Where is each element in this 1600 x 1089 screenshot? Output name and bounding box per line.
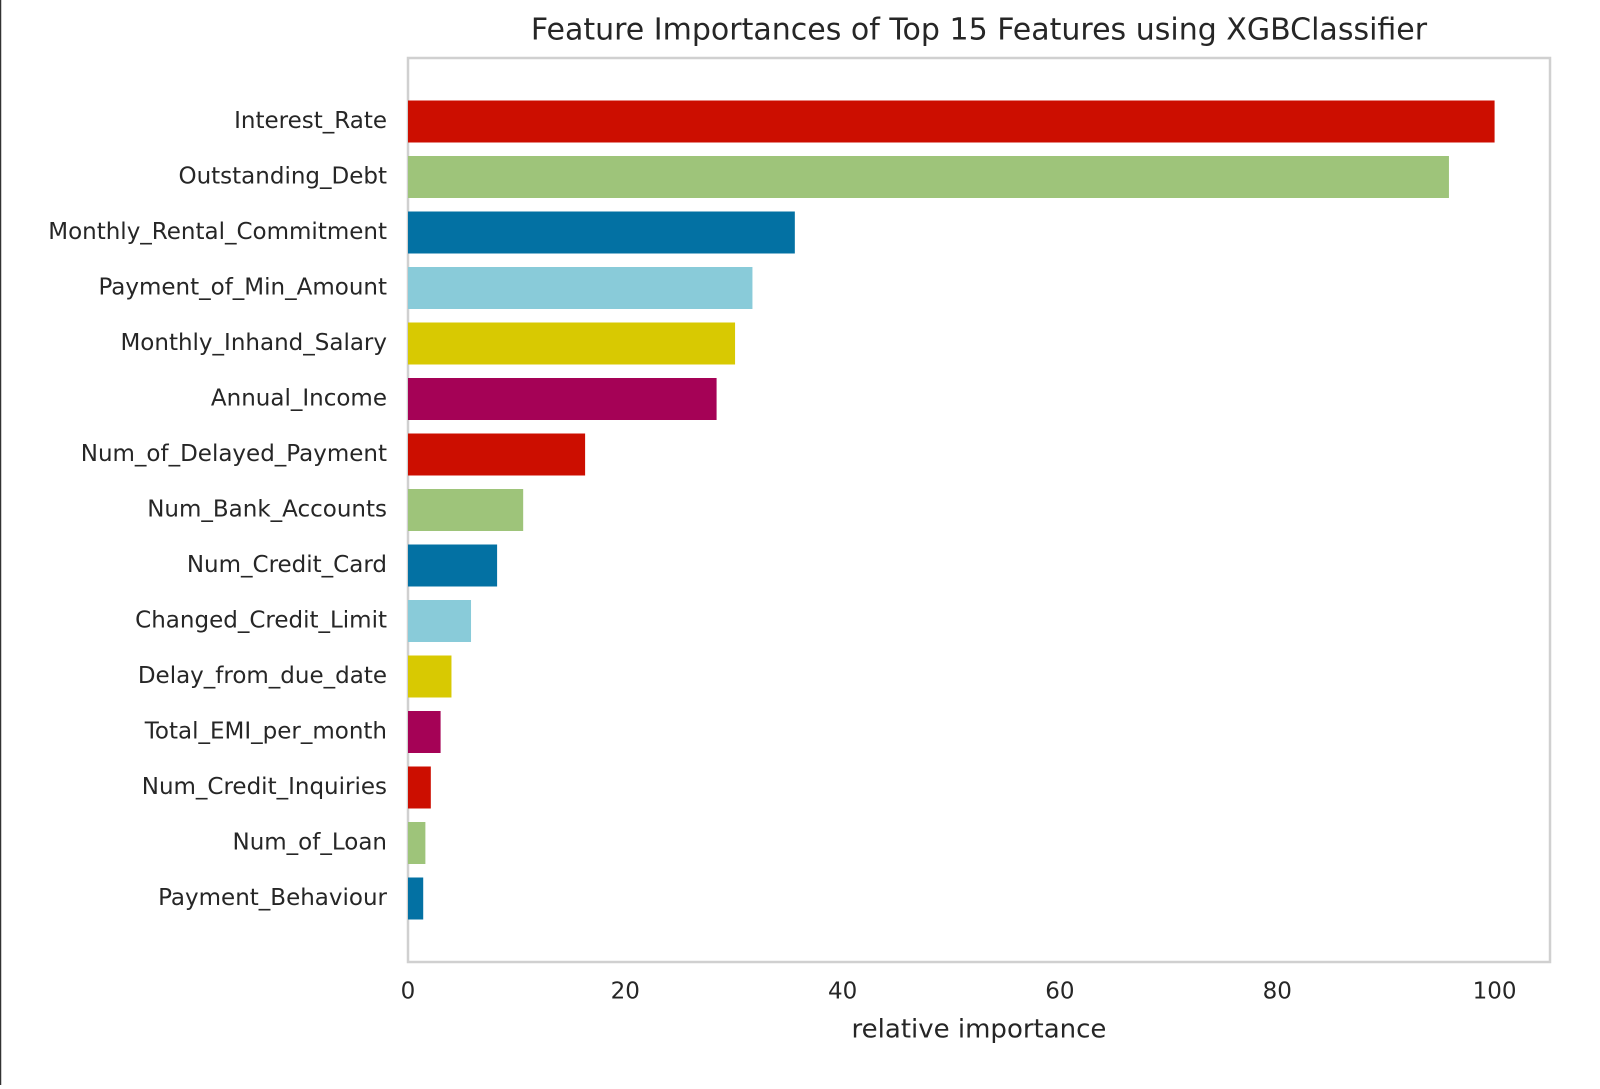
- y-tick-label: Num_Credit_Inquiries: [142, 774, 387, 800]
- plot-frame: [406, 56, 1552, 964]
- y-tick-label: Num_Credit_Card: [187, 552, 387, 578]
- x-tick-label: 60: [1045, 979, 1074, 1005]
- x-tick-label: 0: [401, 979, 416, 1005]
- bar: [408, 378, 717, 420]
- bar: [408, 433, 586, 476]
- x-tick-label: 40: [828, 979, 857, 1005]
- bar: [408, 267, 753, 309]
- bar: [408, 322, 736, 365]
- x-axis-label: relative importance: [852, 1015, 1107, 1045]
- bar: [408, 211, 795, 254]
- y-tick-label: Payment_of_Min_Amount: [98, 275, 387, 301]
- y-tick-label: Monthly_Rental_Commitment: [48, 219, 387, 245]
- chart-title: Feature Importances of Top 15 Features u…: [531, 13, 1428, 48]
- y-tick-label: Num_of_Loan: [232, 830, 387, 856]
- bar: [408, 655, 452, 698]
- y-tick-label: Changed_Credit_Limit: [135, 608, 387, 634]
- y-tick-label: Annual_Income: [211, 386, 387, 412]
- y-tick-label: Total_EMI_per_month: [144, 719, 387, 745]
- bar: [408, 877, 424, 920]
- bar: [408, 100, 1495, 143]
- bar: [408, 489, 524, 531]
- bar: [408, 156, 1449, 198]
- y-tick-label: Num_of_Delayed_Payment: [81, 441, 387, 467]
- x-tick-label: 80: [1263, 979, 1292, 1005]
- bar: [408, 544, 498, 587]
- y-tick-label: Interest_Rate: [234, 108, 387, 134]
- y-tick-label: Payment_Behaviour: [158, 885, 387, 911]
- bar: [408, 711, 441, 753]
- y-tick-label: Num_Bank_Accounts: [147, 497, 387, 523]
- y-tick-label: Delay_from_due_date: [138, 663, 387, 689]
- y-tick-label: Monthly_Inhand_Salary: [120, 330, 387, 356]
- bar: [408, 600, 472, 642]
- bar: [408, 766, 431, 809]
- x-tick-label: 20: [611, 979, 640, 1005]
- bar: [408, 822, 426, 864]
- y-tick-label: Outstanding_Debt: [178, 164, 387, 190]
- x-tick-label: 100: [1473, 979, 1517, 1005]
